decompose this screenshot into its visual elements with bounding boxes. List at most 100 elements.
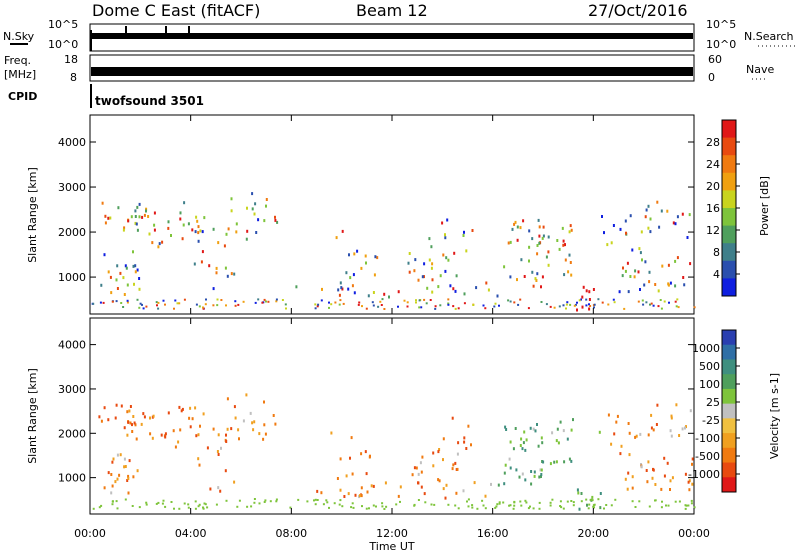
echo-cell [381,505,384,508]
echo-cell [274,218,277,222]
colorbar-tick-label: -100 [695,432,720,445]
echo-cell [123,426,126,430]
echo-cell [568,457,571,461]
echo-cell [431,262,434,266]
echo-cell [313,499,315,502]
echo-cell [685,504,688,507]
echo-cell [561,226,564,230]
echo-cell [206,506,209,509]
echo-cell [275,298,278,301]
echo-cell [532,284,535,288]
echo-cell [657,289,660,293]
echo-cell [274,422,277,426]
echo-cell [522,219,525,223]
echo-cell [202,412,205,416]
echo-cell [537,218,540,222]
echo-cell [624,269,627,273]
echo-cell [645,301,648,304]
echo-cell [592,505,595,508]
echo-cell [564,258,567,262]
echo-cell [415,301,417,304]
echo-cell [265,198,268,201]
echo-cell [475,286,478,290]
echo-cell [538,241,541,245]
echo-cell [162,499,165,502]
echo-cell [339,299,342,302]
echo-cell [361,505,363,508]
echo-cell [373,273,376,277]
echo-cell [447,258,450,262]
echo-cell [455,491,458,495]
echo-cell [411,473,414,477]
colorbar-tick-label: 4 [713,268,720,281]
echo-cell [173,307,175,310]
echo-cell [100,283,103,287]
echo-cell [384,481,387,485]
echo-cell [670,416,673,420]
echo-cell [216,298,219,301]
echo-cell [242,300,245,303]
echo-cell [126,299,129,302]
echo-cell [555,439,558,443]
echo-cell [230,197,233,201]
echo-cell [417,499,420,501]
echo-cell [258,432,261,436]
echo-cell [442,458,444,462]
echo-cell [246,505,249,508]
cpid-value: twofsound 3501 [95,94,204,108]
echo-cell [160,433,163,437]
echo-cell [509,275,512,279]
echo-cell [572,418,574,422]
echo-cell [535,279,538,282]
echo-cell [513,504,516,507]
echo-cell [340,286,343,290]
echo-cell [399,485,402,489]
echo-cell [353,291,356,295]
echo-cell [114,416,117,420]
echo-cell [110,291,113,295]
echo-cell [198,463,201,467]
echo-cell [580,492,583,495]
echo-cell [153,211,156,215]
echo-cell [265,204,267,208]
echo-cell [581,305,584,309]
echo-cell [226,397,229,401]
echo-cell [654,499,656,502]
echo-cell [690,502,693,505]
echo-cell [215,503,218,506]
echo-cell [431,278,434,282]
echo-cell [263,400,265,404]
echo-cell [194,406,197,410]
echo-cell [660,487,663,491]
echo-cell [490,482,492,486]
echo-cell [131,430,134,433]
echo-cell [516,225,519,229]
echo-cell [360,266,363,270]
echo-cell [123,226,126,230]
echo-cell [413,269,416,273]
echo-cell [684,472,687,476]
echo-cell [591,495,594,499]
echo-cell [164,303,166,306]
echo-cell [429,299,432,301]
echo-cell [339,488,342,492]
echo-cell [269,500,272,503]
echo-cell [607,413,610,417]
echo-cell [215,271,218,275]
echo-cell [549,501,552,504]
echo-cell [209,487,212,491]
echo-cell [687,504,690,507]
echo-cell [537,444,540,448]
echo-cell [111,503,114,506]
echo-cell [127,474,130,478]
echo-cell [123,457,126,461]
colorbar-segment [722,477,736,493]
echo-cell [454,307,457,310]
echo-cell [631,475,634,479]
echo-cell [216,304,219,307]
echo-cell [688,213,691,217]
echo-cell [350,506,353,509]
echo-cell [423,492,426,496]
echo-cell [227,227,230,231]
echo-cell [531,237,534,241]
